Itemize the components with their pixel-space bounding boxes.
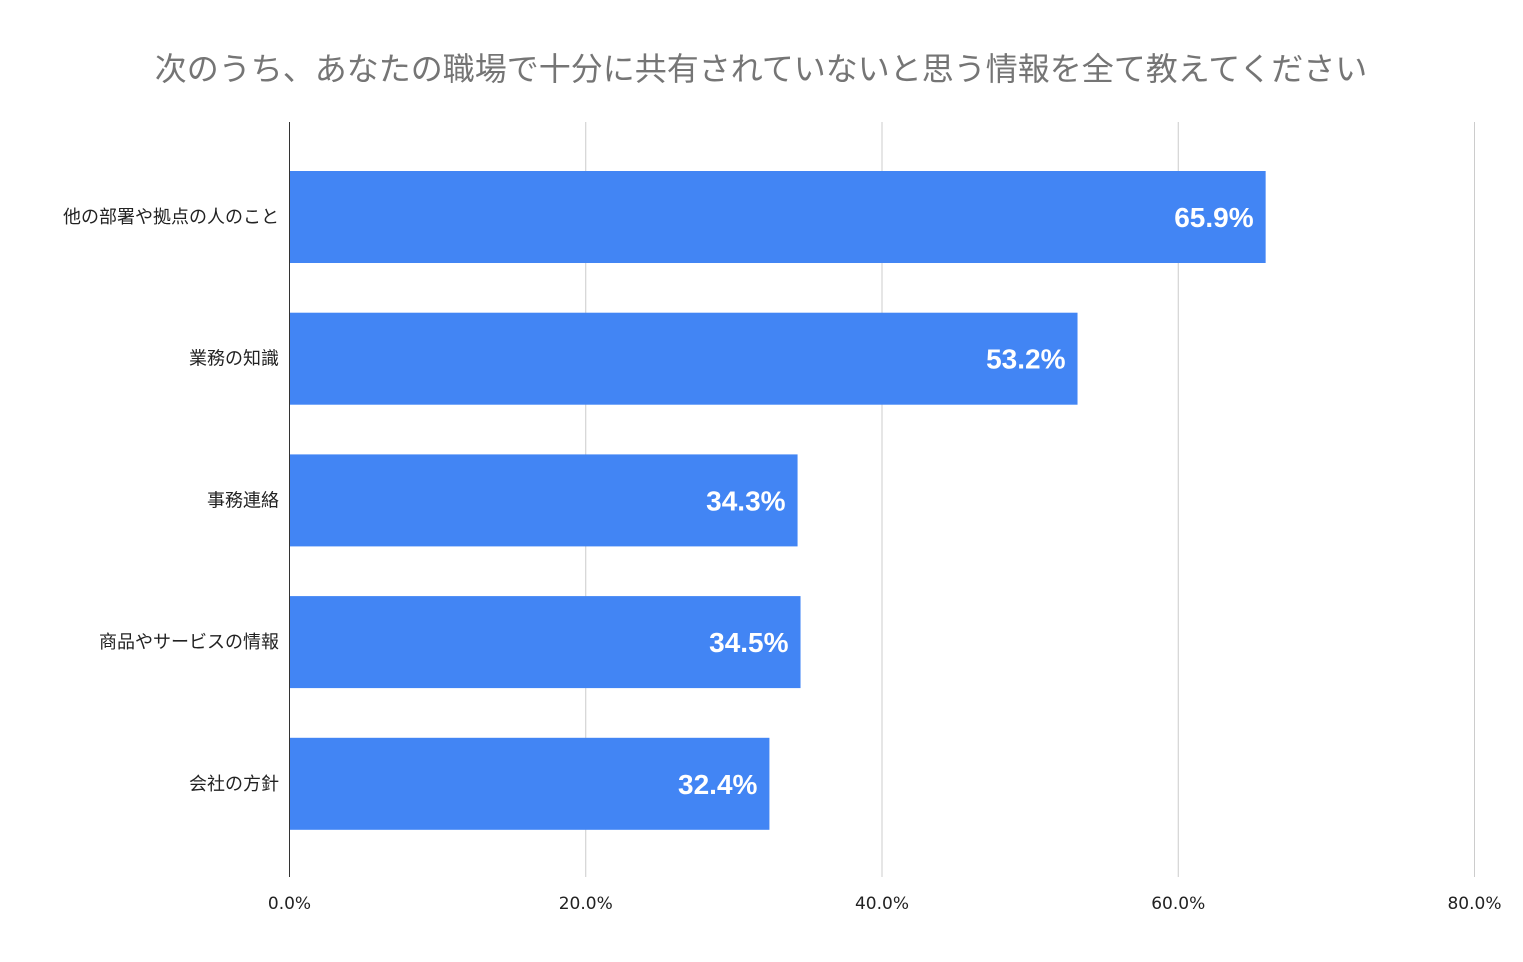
x-tick-label-4: 80.0% [1447,894,1501,914]
category-label-0: 他の部署や拠点の人のこと [63,207,279,228]
bars [289,171,1266,830]
data-label-4: 32.4% [678,769,757,800]
x-tick-labels: 0.0% 20.0% 40.0% 60.0% 80.0% [268,894,1502,914]
data-label-1: 53.2% [986,344,1065,375]
category-label-2: 事務連絡 [207,490,279,511]
x-tick-label-2: 40.0% [855,894,909,914]
category-label-3: 商品やサービスの情報 [99,632,279,653]
bar-0 [289,171,1266,263]
data-label-2: 34.3% [706,485,785,516]
bar-3 [289,596,801,689]
x-tick-label-0: 0.0% [268,894,311,914]
bar-1 [289,312,1078,405]
data-label-3: 34.5% [709,627,788,658]
category-label-4: 会社の方針 [189,774,279,795]
category-label-1: 業務の知識 [189,349,279,370]
bar-4 [289,737,770,830]
x-tick-label-3: 60.0% [1151,894,1205,914]
x-tick-label-1: 20.0% [559,894,613,914]
bar-2 [289,454,798,547]
data-label-0: 65.9% [1174,202,1253,233]
chart-title: 次のうち、あなたの職場で十分に共有されていないと思う情報を全て教えてください [155,50,1367,88]
data-labels: 65.9% 53.2% 34.3% 34.5% 32.4% [678,202,1254,800]
